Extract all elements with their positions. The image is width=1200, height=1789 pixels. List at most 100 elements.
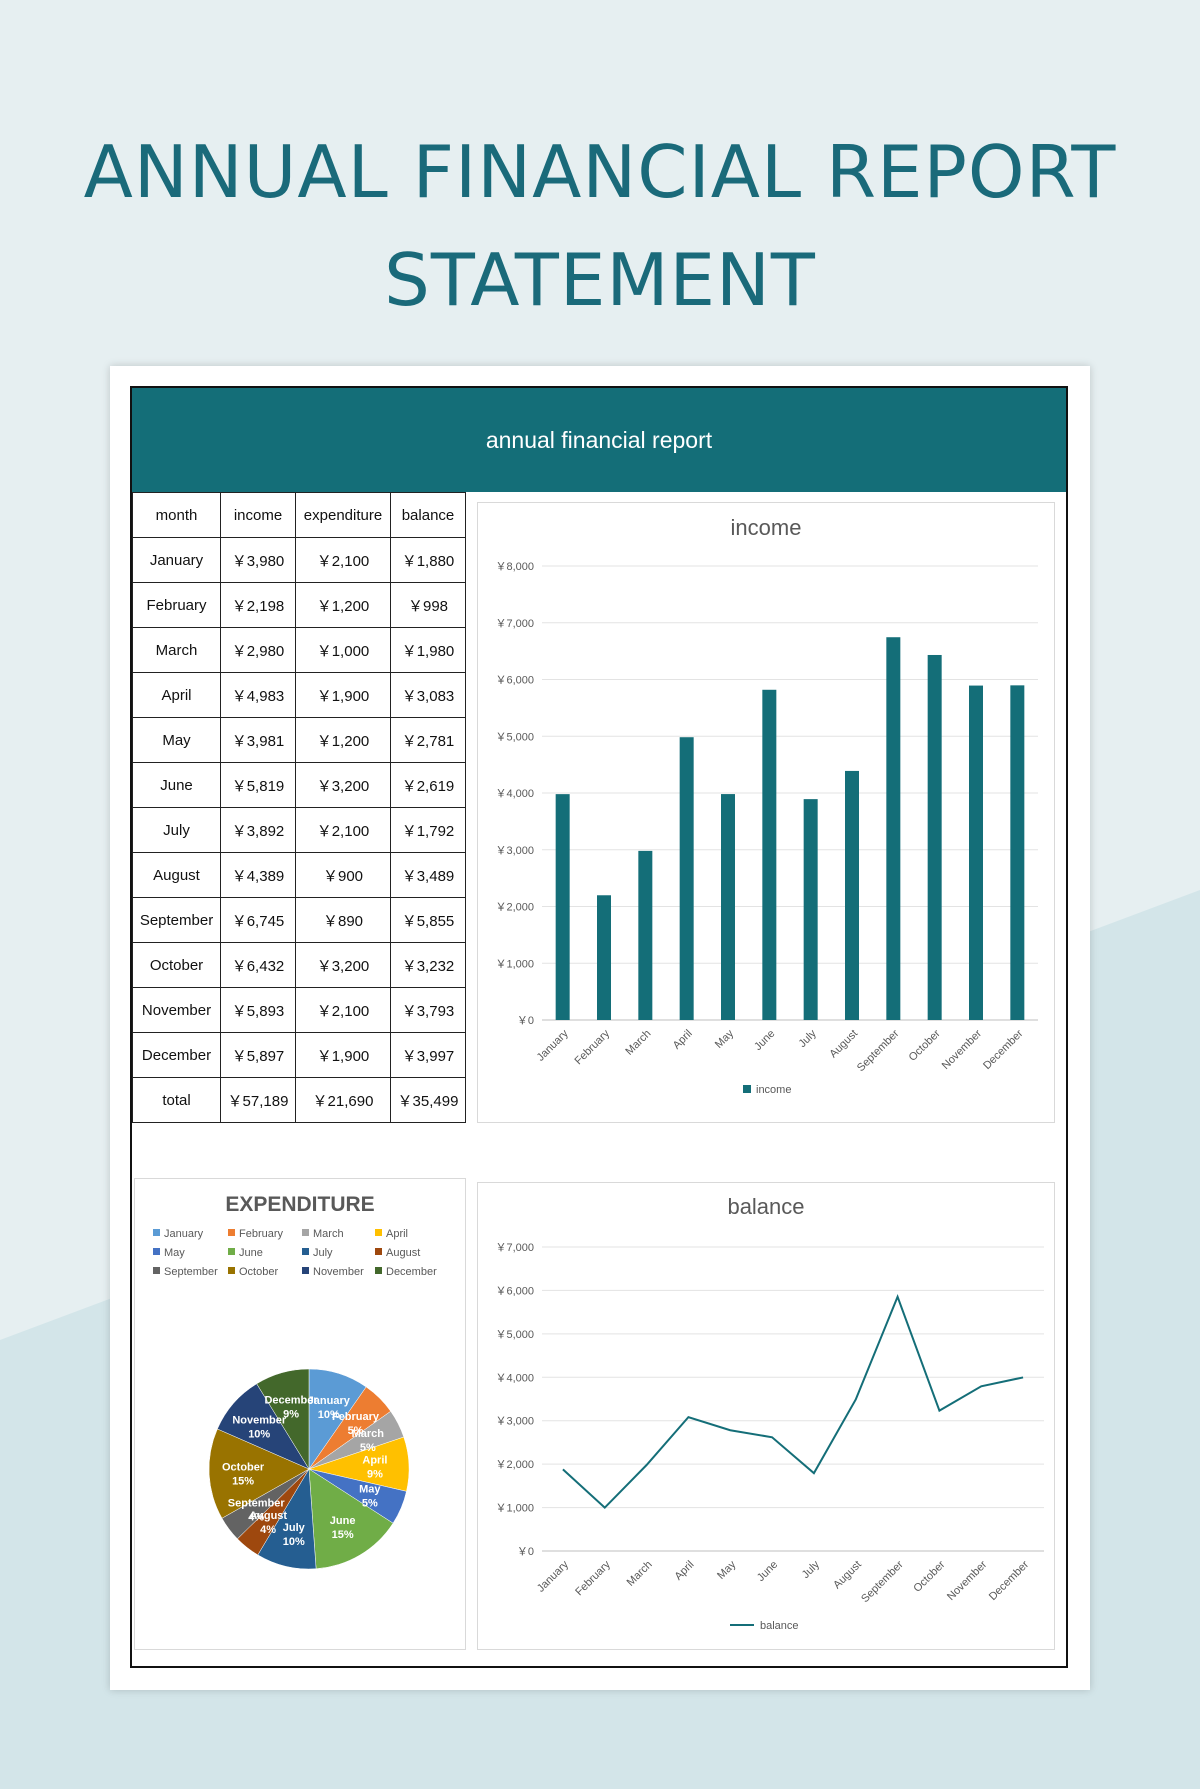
table-cell: expenditure <box>295 492 391 538</box>
pie-slice <box>208 1428 310 1519</box>
table-cell: ￥2,980 <box>220 627 296 673</box>
table-row: May ￥3,981 ￥1,200 ￥2,781 <box>132 717 466 763</box>
legend-label: June <box>239 1247 263 1259</box>
slice-label: February <box>332 1411 380 1423</box>
slice-percent: 4% <box>260 1524 276 1536</box>
table-cell: ￥2,100 <box>295 987 391 1033</box>
y-tick-label: ￥4,000 <box>495 1372 534 1384</box>
slice-percent: 10% <box>248 1429 270 1441</box>
y-tick-label: ￥6,000 <box>495 675 534 687</box>
slice-label: August <box>249 1510 287 1522</box>
x-tick-label: May <box>713 1027 737 1051</box>
report-frame: annual financial report month income expen… <box>130 386 1068 1668</box>
x-tick-label: August <box>827 1028 860 1061</box>
x-tick-label: January <box>535 1027 572 1064</box>
legend-swatch <box>375 1267 382 1274</box>
slice-label: November <box>232 1415 287 1427</box>
table-cell: ￥1,980 <box>390 627 466 673</box>
bar <box>762 689 777 1020</box>
slice-percent: 15% <box>332 1529 354 1541</box>
x-tick-label: September <box>855 1027 902 1074</box>
balance-chart-panel: balance ￥0 ￥1,000 ￥2,000 ￥3,000 ￥4,000 ￥5,000 ￥… <box>477 1182 1055 1650</box>
table-cell: balance <box>390 492 466 538</box>
x-tick-label: February <box>573 1558 613 1598</box>
x-tick-label: October <box>907 1027 943 1063</box>
table-cell: ￥5,897 <box>220 1032 296 1078</box>
legend-label: September <box>164 1266 218 1278</box>
slice-label: March <box>352 1428 385 1440</box>
table-cell: ￥1,200 <box>295 582 391 628</box>
table-cell: ￥3,200 <box>295 762 391 808</box>
income-chart: income ￥0 ￥1,000 ￥2,000 ￥3,000 ￥4,000 ￥5,000 ￥6… <box>495 515 1038 1096</box>
legend-label: May <box>164 1247 185 1259</box>
legend-swatch <box>302 1267 309 1274</box>
slice-percent: 9% <box>283 1408 299 1420</box>
legend-swatch <box>375 1248 382 1255</box>
table-cell: ￥3,892 <box>220 807 296 853</box>
legend-swatch <box>228 1229 235 1236</box>
table-cell: ￥3,980 <box>220 537 296 583</box>
table-row: October ￥6,432 ￥3,200 ￥3,232 <box>132 942 466 988</box>
legend-label: February <box>239 1228 284 1240</box>
slice-percent: 5% <box>360 1442 376 1454</box>
y-tick-label: ￥3,000 <box>495 845 534 857</box>
pie-slice <box>308 1468 394 1570</box>
table-cell: April <box>132 672 221 718</box>
bar <box>803 799 818 1020</box>
chart-title: balance <box>727 1194 804 1219</box>
table-cell: ￥3,997 <box>390 1032 466 1078</box>
x-tick-label: April <box>671 1028 695 1052</box>
legend-label: balance <box>760 1620 799 1632</box>
table-cell: ￥3,083 <box>390 672 466 718</box>
bar <box>638 850 653 1020</box>
table-row: December ￥5,897 ￥1,900 ￥3,997 <box>132 1032 466 1078</box>
expenditure-chart: EXPENDITURE January February March April May J… <box>153 1193 437 1570</box>
table-cell: ￥1,900 <box>295 1032 391 1078</box>
report-sheet: annual financial report month income expen… <box>110 366 1090 1690</box>
x-tick-label: February <box>573 1027 613 1067</box>
y-tick-label: ￥0 <box>517 1546 534 1558</box>
legend-label: December <box>386 1266 437 1278</box>
legend-swatch <box>153 1267 160 1274</box>
legend-swatch <box>153 1248 160 1255</box>
table-row: March ￥2,980 ￥1,000 ￥1,980 <box>132 627 466 673</box>
slice-percent: 9% <box>367 1469 383 1481</box>
table-cell: ￥3,793 <box>390 987 466 1033</box>
x-tick-label: May <box>715 1558 739 1582</box>
expenditure-chart-panel: EXPENDITURE January February March April May J… <box>134 1178 466 1650</box>
table-cell: ￥900 <box>295 852 391 898</box>
x-tick-label: December <box>981 1027 1026 1072</box>
table-cell: March <box>132 627 221 673</box>
legend-swatch <box>302 1248 309 1255</box>
x-tick-label: April <box>672 1559 696 1583</box>
table-cell: month <box>132 492 221 538</box>
table-cell: July <box>132 807 221 853</box>
table-cell: August <box>132 852 221 898</box>
x-tick-label: January <box>535 1558 572 1595</box>
table-header-row: month income expenditure balance <box>132 492 466 538</box>
x-tick-label: July <box>796 1027 819 1050</box>
table-cell: ￥3,981 <box>220 717 296 763</box>
bar <box>969 685 983 1020</box>
y-tick-label: ￥1,000 <box>495 1503 534 1515</box>
table-cell: ￥21,690 <box>295 1077 391 1123</box>
x-tick-label: December <box>987 1558 1032 1603</box>
page-title-line2: STATEMENT <box>384 238 816 322</box>
slice-percent: 10% <box>318 1409 340 1421</box>
y-tick-label: ￥7,000 <box>495 618 534 630</box>
table-cell: ￥4,983 <box>220 672 296 718</box>
slice-percent: 15% <box>232 1475 254 1487</box>
table-cell: ￥890 <box>295 897 391 943</box>
page-title: ANNUAL FINANCIAL REPORT STATEMENT <box>0 118 1200 334</box>
slice-percent: 10% <box>283 1536 305 1548</box>
legend-label: August <box>386 1247 420 1259</box>
table-cell: total <box>132 1077 221 1123</box>
legend-label: March <box>313 1228 344 1240</box>
legend-label: November <box>313 1266 364 1278</box>
bar <box>886 637 901 1020</box>
table-cell: May <box>132 717 221 763</box>
x-tick-label: June <box>752 1028 777 1053</box>
legend-swatch <box>302 1229 309 1236</box>
table-cell: ￥35,499 <box>390 1077 466 1123</box>
y-tick-label: ￥7,000 <box>495 1242 534 1254</box>
